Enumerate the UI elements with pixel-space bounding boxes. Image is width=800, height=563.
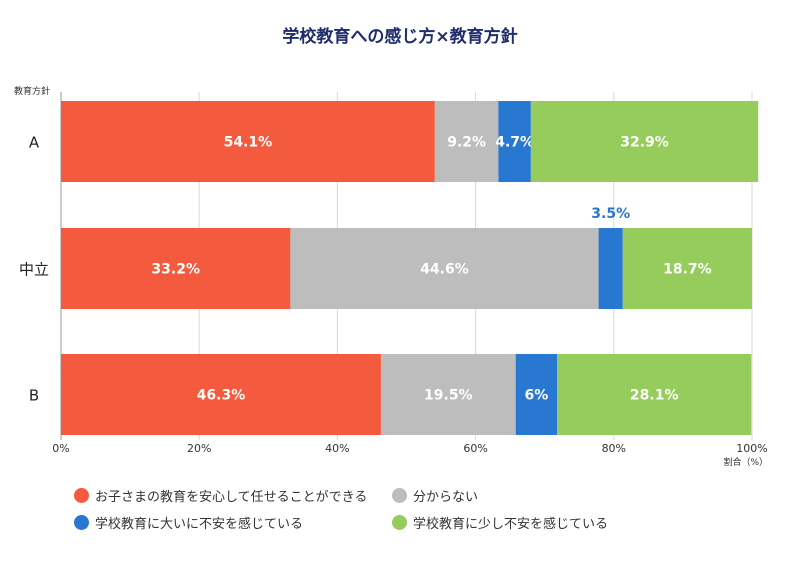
- data-label: 44.6%: [420, 262, 469, 278]
- bar-segment: [61, 101, 435, 182]
- legend-label: 分からない: [413, 490, 479, 505]
- legend-label: 学校教育に大いに不安を感じている: [95, 517, 304, 532]
- legend-label: 学校教育に少し不安を感じている: [413, 517, 609, 532]
- legend-swatch-blue: [74, 515, 89, 530]
- data-label: 3.5%: [591, 206, 630, 222]
- legend-swatch-gray: [392, 488, 407, 503]
- data-label: 54.1%: [224, 135, 273, 151]
- bar-segment: [515, 354, 558, 435]
- chart-title: 学校教育への感じ方×教育方針: [282, 26, 517, 47]
- legend-item-safe: お子さまの教育を安心して任せることができる: [74, 486, 392, 505]
- bar-segment: [622, 228, 752, 309]
- legend-label: お子さまの教育を安心して任せることができる: [95, 490, 368, 505]
- stacked-bar-chart: 学校教育への感じ方×教育方針 教育方針 0% 20% 40% 60% 80% 100% A 5…: [14, 26, 768, 468]
- bar-segment: [61, 228, 291, 309]
- data-label: 19.5%: [424, 388, 473, 404]
- bar-segment: [290, 228, 599, 309]
- x-axis-label: 割合（%）: [723, 456, 768, 468]
- x-tick-label: 80%: [602, 442, 626, 455]
- category-label: 中立: [19, 261, 49, 279]
- category-label: A: [29, 134, 40, 152]
- data-label: 28.1%: [630, 388, 679, 404]
- x-tick-label: 20%: [187, 442, 211, 455]
- bar-segment: [557, 354, 752, 435]
- legend-item-unknown: 分からない: [392, 486, 652, 505]
- x-tick-label: 0%: [52, 442, 69, 455]
- x-tick-label: 40%: [325, 442, 349, 455]
- plot-area: 0% 20% 40% 60% 80% 100% A 54.1% 9.2% 4.7% 32.9% 中立 3…: [19, 92, 768, 455]
- bar-segment: [498, 101, 531, 182]
- bar-segment: [598, 228, 623, 309]
- data-label: 33.2%: [151, 262, 200, 278]
- legend-item-slightly-anxious: 学校教育に少し不安を感じている: [392, 513, 652, 532]
- x-tick-label: 60%: [463, 442, 487, 455]
- bar-segment: [380, 354, 516, 435]
- data-label: 32.9%: [620, 135, 669, 151]
- bar-segment: [434, 101, 499, 182]
- legend: お子さまの教育を安心して任せることができる 分からない 学校教育に大いに不安を感…: [74, 486, 652, 532]
- data-label: 46.3%: [197, 388, 246, 404]
- category-label: B: [29, 387, 39, 405]
- legend-swatch-green: [392, 515, 407, 530]
- legend-item-very-anxious: 学校教育に大いに不安を感じている: [74, 513, 392, 532]
- y-axis-label: 教育方針: [14, 85, 50, 97]
- data-label: 6%: [525, 388, 549, 404]
- bar-segment: [61, 354, 381, 435]
- bar-segment: [530, 101, 759, 182]
- x-tick-label: 100%: [736, 442, 767, 455]
- data-label: 9.2%: [447, 135, 486, 151]
- data-label: 18.7%: [663, 262, 712, 278]
- legend-swatch-red: [74, 488, 89, 503]
- data-label: 4.7%: [495, 135, 534, 151]
